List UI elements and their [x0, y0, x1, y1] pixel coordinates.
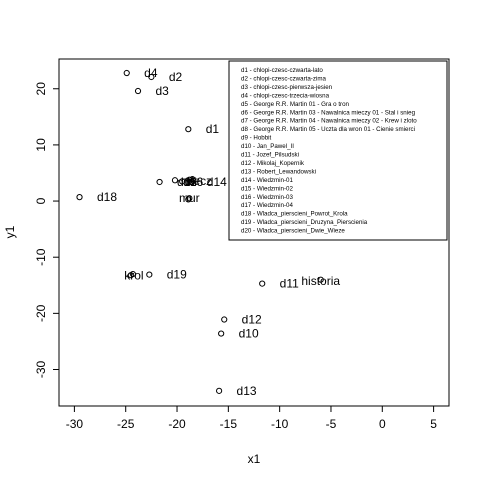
point-d3: [134, 87, 142, 95]
x-tick-label: -20: [168, 417, 186, 431]
legend-entry: d2 - chlopi-czesc-czwarta-zima: [241, 75, 326, 82]
legend-entry: d16 - Wiedzmin-03: [241, 194, 293, 201]
label-d13: d13: [237, 384, 257, 398]
point-d2: [148, 73, 155, 81]
point-d1: [185, 126, 192, 133]
legend-entry: d6 - George R.R. Martin 03 - Nawalnica m…: [241, 109, 416, 116]
legend-entry: d13 - Robert_Lewandowski: [241, 168, 316, 175]
legend-entry: d17 - Wiedzmin-04: [241, 202, 293, 209]
legend-entry: d14 - Wiedzmin-01: [241, 177, 293, 184]
legend-entry: d15 - Wiedzmin-02: [241, 185, 293, 192]
word-label-krol: krol: [124, 269, 143, 283]
point-d5: [185, 196, 192, 203]
label-d16: d16: [183, 175, 203, 189]
point-d12: [221, 316, 228, 323]
legend-entry: d12 - Mikolaj_Kopernik: [241, 160, 305, 167]
label-d14: d14: [207, 175, 227, 189]
point-d15: [156, 178, 163, 186]
word-label-miecz: miecz: [181, 174, 212, 188]
x-tick-label: -15: [220, 417, 238, 431]
point-d16: [185, 179, 192, 186]
point-d9: [179, 178, 186, 185]
label-d3: d3: [155, 84, 169, 98]
label-d11: d11: [280, 277, 299, 291]
point-d10: [218, 330, 225, 337]
y-tick-label: 10: [34, 138, 48, 152]
point-d18: [76, 194, 83, 201]
y-tick-label: -20: [34, 304, 48, 322]
x-tick-label: -10: [271, 417, 289, 431]
x-axis-label: x1: [248, 452, 261, 466]
x-tick-label: -5: [326, 417, 337, 431]
label-d2: d2: [169, 70, 183, 84]
y-tick-label: 0: [34, 197, 48, 204]
point-d6: [171, 177, 179, 184]
legend-entry: d11 - Jozef_Pilsudski: [241, 152, 299, 159]
label-d10: d10: [239, 327, 259, 341]
x-axis: -30 -25 -20 -15 -10 -5 0 5: [66, 405, 437, 431]
point-d19: [146, 271, 153, 278]
label-d12: d12: [242, 313, 262, 327]
legend-entry: d18 - Wladca_pierscieni_Powrot_Krola: [241, 211, 348, 218]
x-tick-label: 0: [379, 417, 386, 431]
y-tick-label: 20: [34, 82, 48, 96]
x-tick-label: -30: [66, 417, 84, 431]
point-d14: [188, 178, 195, 186]
word-labels: mur krol historia miecz: [124, 174, 340, 288]
word-point: [127, 272, 134, 279]
label-d1: d1: [206, 122, 220, 136]
y-axis-label: y1: [3, 225, 17, 238]
x-tick-label: 5: [430, 417, 437, 431]
y-axis: -30 -20 -10 0 10 20: [34, 82, 60, 379]
label-d19: d19: [167, 268, 187, 282]
point-d4: [123, 69, 130, 77]
legend-entry: d8 - George R.R. Martin 05 - Uczta dla w…: [241, 126, 415, 133]
point-d11: [259, 280, 266, 287]
point-d17: [189, 176, 196, 183]
legend-entry: d3 - chlopi-czesc-pierwsza-jesien: [241, 84, 333, 91]
label-d18: d18: [97, 190, 117, 204]
word-point: [317, 276, 324, 283]
legend-box: [228, 60, 448, 241]
word-label-historia: historia: [301, 274, 340, 288]
legend-entry: d9 - Hobbit: [241, 135, 272, 142]
legend-entry: d19 - Wladca_pierscieni_Druzyna_Pierscie…: [241, 219, 368, 226]
y-tick-label: -30: [34, 361, 48, 379]
legend-entry: d5 - George R.R. Martin 01 - Gra o tron: [241, 101, 350, 108]
label-d15: d15: [177, 175, 197, 189]
legend-entry: d1 - chlopi-czesc-czwarta-lato: [241, 67, 323, 74]
data-points: [76, 69, 324, 394]
legend-entry: d4 - chlopi-czesc-trzecia-wiosna: [241, 92, 330, 99]
y-tick-label: -10: [34, 248, 48, 266]
legend-entry: d10 - Jan_Pawel_II: [241, 143, 294, 150]
label-d4: d4: [144, 66, 158, 80]
legend-entry: d20 - Wladca_pierscieni_Dwie_Wieze: [241, 228, 345, 235]
point-d13: [216, 387, 223, 394]
word-label-mur: mur: [179, 191, 200, 205]
word-point: [186, 195, 193, 202]
x-tick-label: -25: [117, 417, 135, 431]
legend-entry: d7 - George R.R. Martin 04 - Nawalnica m…: [241, 118, 417, 125]
